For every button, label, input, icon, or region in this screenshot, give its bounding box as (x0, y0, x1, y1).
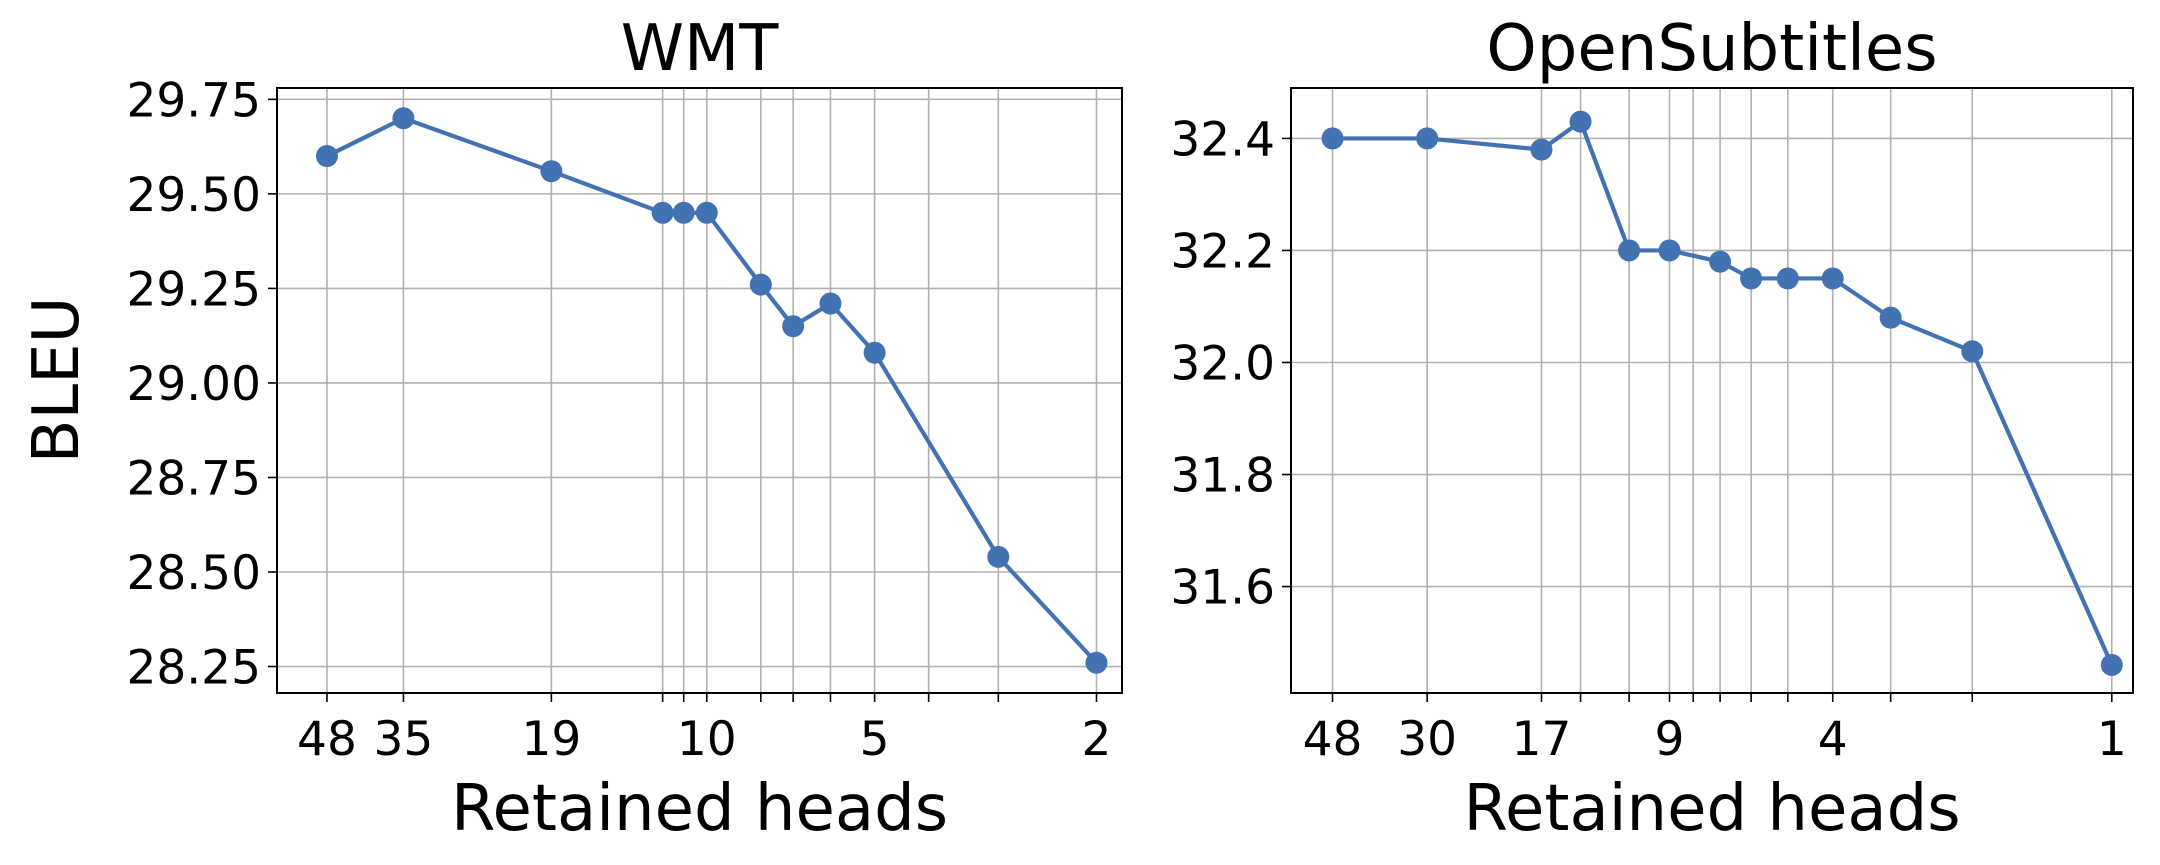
wmt-grid (277, 88, 1122, 693)
opensubtitles-panel: OpenSubtitles Retained heads 48 30 17 9 4 1 31… (1170, 12, 2134, 846)
wmt-panel: WMT Retained heads 48 35 19 10 5 2 28.25 28.50 2… (126, 12, 1123, 846)
wmt-y-tick-label: 28.50 (126, 546, 261, 601)
opensubtitles-y-tick-label: 31.6 (1170, 561, 1275, 616)
opensubtitles-data-point (1821, 267, 1844, 290)
opensubtitles-data-point (1530, 138, 1553, 161)
opensubtitles-plot-frame (1290, 87, 2134, 694)
wmt-x-tick-label: 10 (677, 712, 737, 767)
opensubtitles-data-point (1416, 127, 1439, 150)
opensubtitles-data-point (1961, 340, 1984, 363)
wmt-y-tick-label: 28.75 (126, 451, 261, 506)
opensubtitles-y-tick-label: 32.4 (1170, 112, 1275, 167)
wmt-y-tick-label: 29.25 (126, 262, 261, 317)
wmt-data-point (819, 292, 842, 315)
wmt-y-tick-label: 28.25 (126, 641, 261, 696)
wmt-x-tick-label: 35 (374, 712, 434, 767)
opensubtitles-data-point (1658, 239, 1681, 262)
opensubtitles-data-point (1709, 250, 1732, 273)
opensubtitles-x-axis-label: Retained heads (1463, 772, 1960, 846)
opensubtitles-data-point (1740, 267, 1763, 290)
wmt-data-point (672, 201, 695, 224)
opensubtitles-data-point (1618, 239, 1641, 262)
opensubtitles-title: OpenSubtitles (1486, 12, 1937, 86)
opensubtitles-series-line (1330, 119, 2114, 668)
wmt-data-point (695, 201, 718, 224)
opensubtitles-x-tick-label: 9 (1655, 712, 1685, 767)
opensubtitles-grid (1291, 88, 2133, 693)
wmt-data-point (749, 273, 772, 296)
wmt-y-tick-label: 29.50 (126, 168, 261, 223)
opensubtitles-data-point (1879, 306, 1902, 329)
opensubtitles-x-tick-label: 17 (1512, 712, 1572, 767)
opensubtitles-x-tick-label: 30 (1397, 712, 1457, 767)
wmt-data-point (1085, 651, 1108, 674)
opensubtitles-x-tick-label: 4 (1818, 712, 1848, 767)
opensubtitles-data-point (1321, 127, 1344, 150)
wmt-x-tick-label: 5 (860, 712, 890, 767)
opensubtitles-x-tick-label: 48 (1303, 712, 1363, 767)
wmt-data-point (782, 315, 805, 338)
wmt-plot-frame (276, 87, 1123, 694)
wmt-x-tick-label: 19 (521, 712, 581, 767)
wmt-series-line (324, 116, 1099, 665)
wmt-x-axis-label: Retained heads (451, 772, 948, 846)
wmt-x-tick-label: 2 (1082, 712, 1112, 767)
wmt-x-tick-label: 48 (297, 712, 357, 767)
opensubtitles-x-tick-label: 1 (2097, 712, 2127, 767)
opensubtitles-data-point (1776, 267, 1799, 290)
wmt-data-point (651, 201, 674, 224)
wmt-data-point (863, 341, 886, 364)
wmt-data-point (987, 545, 1010, 568)
wmt-title: WMT (621, 12, 780, 86)
wmt-y-tick-label: 29.75 (126, 73, 261, 128)
opensubtitles-data-point (2100, 653, 2123, 676)
wmt-data-point (315, 145, 338, 168)
y-axis-label: BLEU (20, 297, 94, 464)
wmt-y-tick-label: 29.00 (126, 357, 261, 412)
wmt-data-point (392, 107, 415, 130)
wmt-data-point (540, 160, 563, 183)
opensubtitles-y-tick-label: 32.0 (1170, 336, 1275, 391)
opensubtitles-y-tick-label: 31.8 (1170, 449, 1275, 504)
opensubtitles-data-point (1569, 110, 1592, 133)
opensubtitles-y-tick-label: 32.2 (1170, 224, 1275, 279)
